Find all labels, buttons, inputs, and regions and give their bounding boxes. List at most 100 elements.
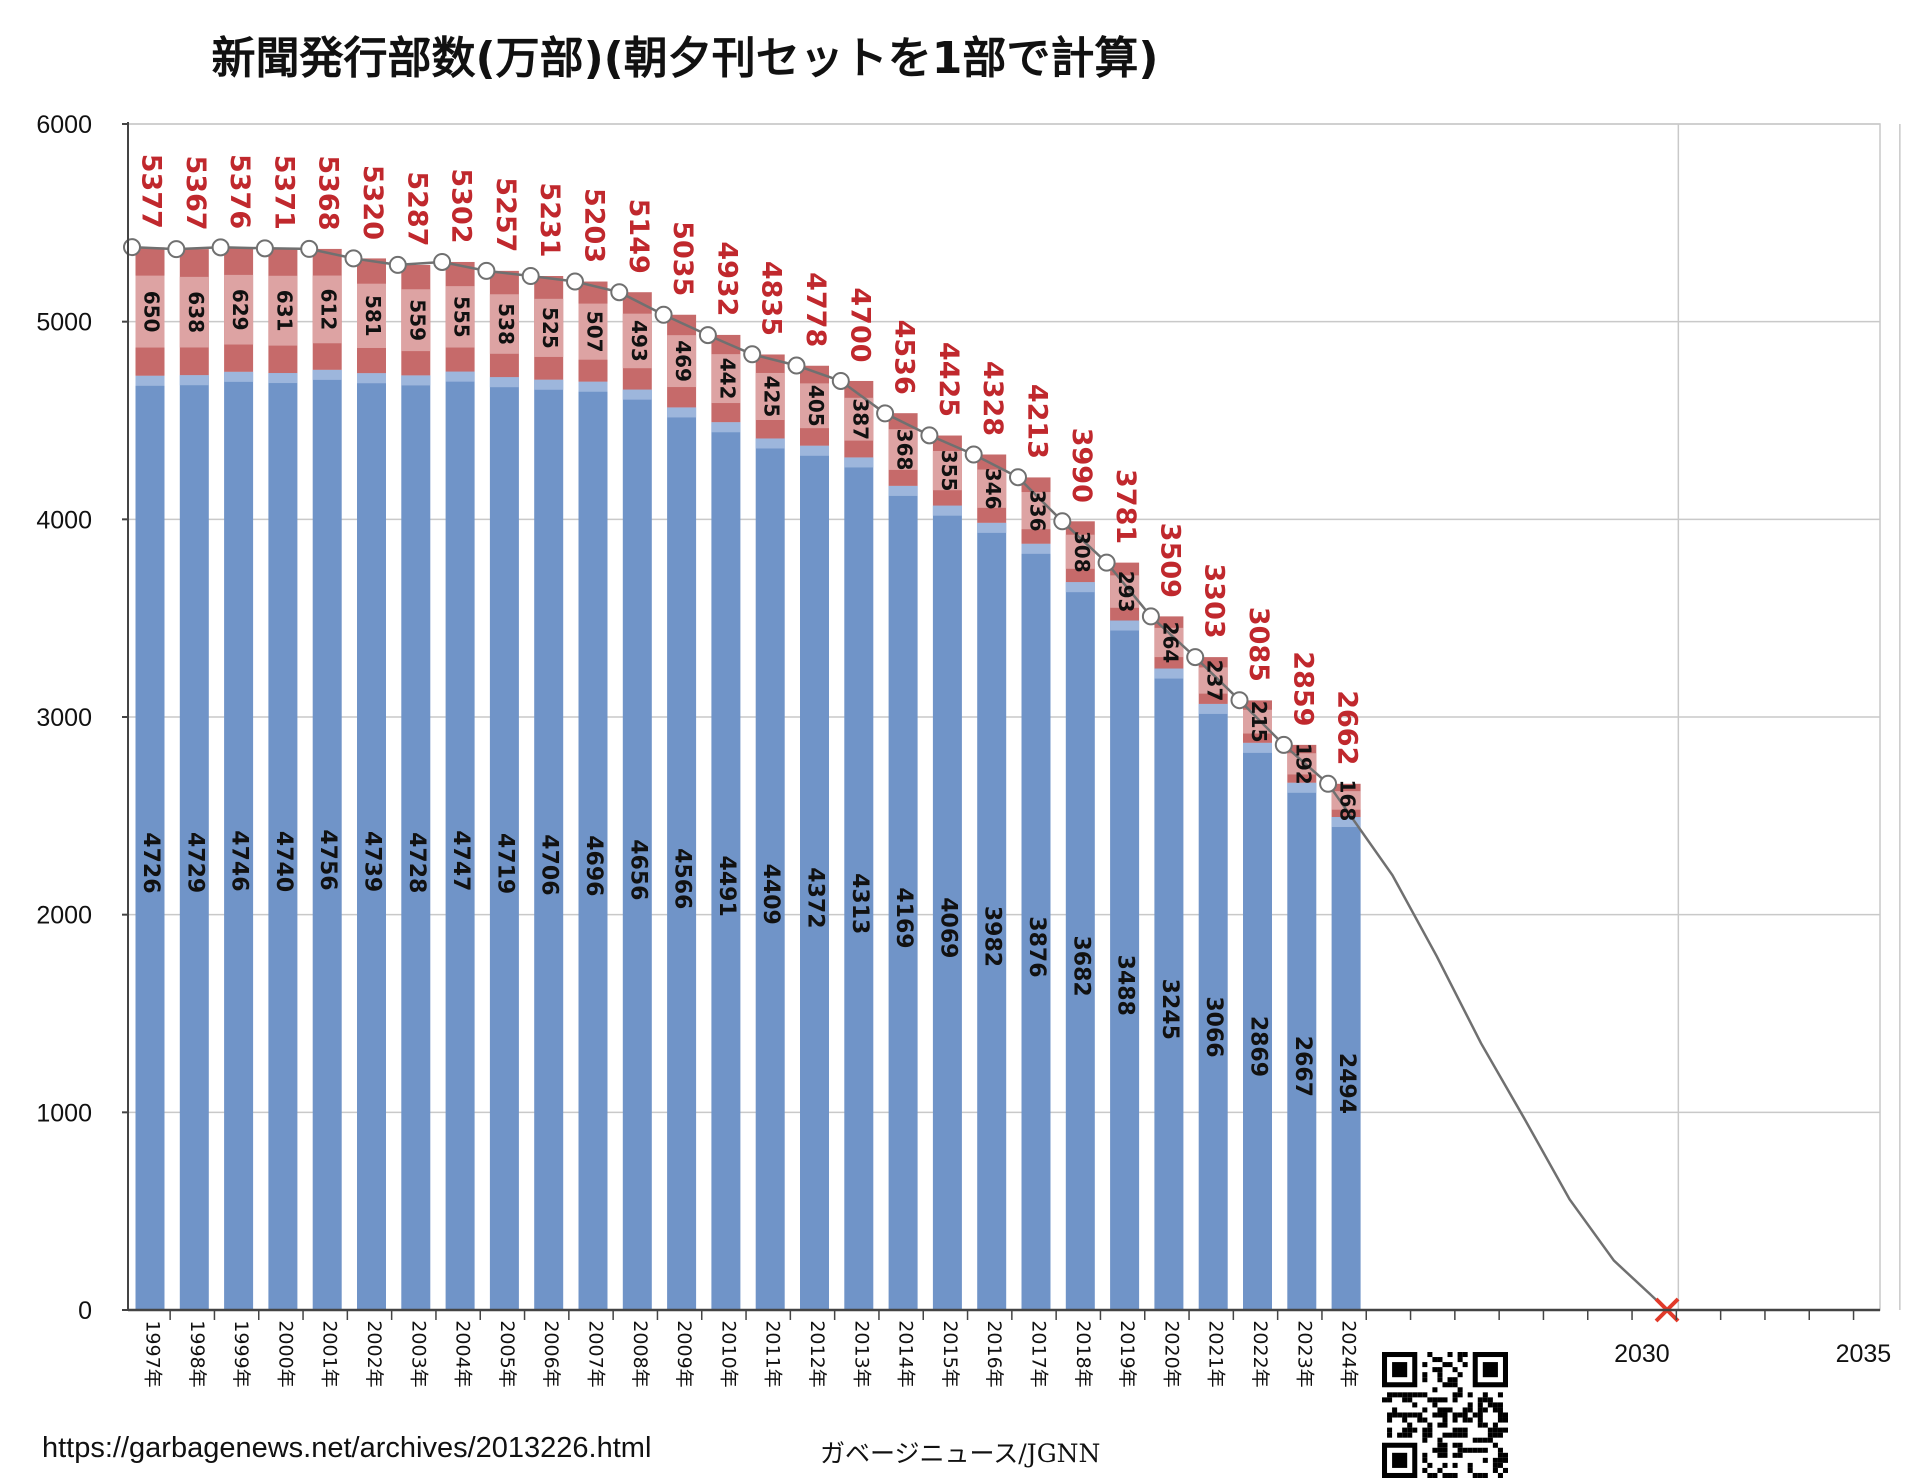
qr-module xyxy=(1427,1472,1433,1478)
qr-module xyxy=(1477,1412,1483,1418)
value-label-morning: 4728 xyxy=(404,832,429,893)
qr-module xyxy=(1437,1357,1443,1363)
qr-module xyxy=(1442,1397,1448,1403)
bar-evening-band xyxy=(489,294,519,354)
bar-morning-1998年 xyxy=(179,375,209,1310)
value-label-total: 3303 xyxy=(1199,564,1230,639)
qr-module xyxy=(1467,1402,1473,1408)
value-label-morning: 3488 xyxy=(1113,955,1138,1016)
qr-module xyxy=(1497,1392,1503,1398)
trend-point xyxy=(255,239,274,258)
trend-point xyxy=(167,240,186,259)
qr-module xyxy=(1477,1437,1483,1443)
x-tick-label: 2011年 xyxy=(762,1320,784,1387)
qr-module xyxy=(1437,1452,1443,1458)
bar-morning-2019年 xyxy=(1110,620,1140,1310)
y-tick-label: 4000 xyxy=(36,506,92,534)
qr-module xyxy=(1472,1437,1478,1443)
qr-module xyxy=(1487,1437,1493,1443)
x-tick-label: 2006年 xyxy=(540,1320,562,1387)
x-tick-label: 2008年 xyxy=(629,1320,651,1387)
value-label-total: 5231 xyxy=(534,182,565,257)
bar-morning-band xyxy=(224,371,254,382)
qr-module xyxy=(1407,1427,1413,1433)
value-label-evening: 581 xyxy=(361,295,385,337)
trend-point xyxy=(654,305,673,324)
bar-morning-2006年 xyxy=(534,379,564,1311)
y-tick-label: 5000 xyxy=(36,309,92,337)
qr-module xyxy=(1432,1402,1438,1408)
value-label-morning: 4756 xyxy=(315,829,340,890)
qr-module xyxy=(1422,1467,1428,1473)
qr-module xyxy=(1462,1407,1468,1413)
qr-module xyxy=(1477,1402,1483,1408)
bar-morning-band xyxy=(1110,620,1140,631)
bar-morning-band xyxy=(1243,742,1272,753)
qr-module xyxy=(1492,1467,1498,1473)
qr-module xyxy=(1477,1417,1483,1423)
qr-module xyxy=(1387,1412,1393,1418)
qr-module xyxy=(1402,1412,1408,1418)
qr-module xyxy=(1447,1377,1453,1383)
qr-module xyxy=(1407,1422,1413,1428)
qr-module xyxy=(1457,1387,1463,1393)
bar-morning-band xyxy=(445,371,475,382)
qr-module xyxy=(1482,1392,1488,1398)
qr-module xyxy=(1457,1447,1463,1453)
qr-module xyxy=(1457,1452,1463,1458)
value-label-evening: 612 xyxy=(317,289,341,331)
value-label-total: 5377 xyxy=(136,154,167,229)
qr-module xyxy=(1457,1392,1463,1398)
bar-morning-2008年 xyxy=(622,389,652,1310)
trend-point xyxy=(964,445,983,464)
qr-module xyxy=(1422,1457,1428,1463)
value-label-evening: 237 xyxy=(1203,660,1227,702)
source-url: https://garbagenews.net/archives/2013226… xyxy=(42,1432,652,1464)
qr-module xyxy=(1497,1412,1503,1418)
x-tick-label: 2002年 xyxy=(363,1320,385,1387)
bar-morning-band xyxy=(800,445,829,456)
qr-module xyxy=(1397,1412,1403,1418)
qr-module xyxy=(1472,1472,1478,1478)
qr-module xyxy=(1447,1362,1453,1368)
x-tick-label: 2014年 xyxy=(895,1320,917,1387)
bar-morning-band xyxy=(667,407,697,418)
x-tick-label: 2022年 xyxy=(1249,1320,1271,1387)
qr-module xyxy=(1452,1452,1458,1458)
qr-module xyxy=(1437,1367,1443,1373)
trend-point xyxy=(388,255,407,274)
qr-module xyxy=(1432,1367,1438,1373)
qr-module xyxy=(1492,1457,1498,1463)
x-tick-label-extra: 2030 xyxy=(1614,1340,1670,1368)
qr-module xyxy=(1442,1442,1448,1448)
qr-module xyxy=(1442,1422,1448,1428)
bar-morning-2001年 xyxy=(312,369,342,1310)
x-tick-label: 1999年 xyxy=(230,1320,252,1387)
qr-module xyxy=(1422,1437,1428,1443)
x-tick-label: 2023年 xyxy=(1293,1320,1315,1387)
x-tick-label: 2012年 xyxy=(806,1320,828,1387)
qr-module xyxy=(1502,1457,1508,1463)
value-label-total: 4700 xyxy=(844,287,875,362)
qr-module xyxy=(1497,1447,1503,1453)
bar-morning-band xyxy=(1198,703,1228,714)
trend-point xyxy=(920,426,939,445)
qr-module xyxy=(1412,1402,1418,1408)
qr-module xyxy=(1437,1447,1443,1453)
bar-morning-band xyxy=(844,457,874,468)
value-label-evening: 631 xyxy=(272,290,296,332)
bar-morning-2015年 xyxy=(932,505,962,1310)
value-label-morning: 4566 xyxy=(670,848,695,909)
x-tick-label-extra: 2035 xyxy=(1836,1340,1892,1368)
trend-point xyxy=(1097,553,1116,572)
bar-morning-band xyxy=(1331,817,1361,828)
qr-module xyxy=(1422,1452,1428,1458)
value-label-evening: 525 xyxy=(538,307,562,349)
x-tick-label: 2009年 xyxy=(673,1320,695,1387)
qr-module xyxy=(1437,1407,1443,1413)
qr-module xyxy=(1442,1417,1448,1423)
y-tick-label: 1000 xyxy=(36,1099,92,1127)
trend-point xyxy=(787,356,806,375)
trend-point xyxy=(1009,468,1027,487)
bar-morning-band xyxy=(179,375,209,386)
